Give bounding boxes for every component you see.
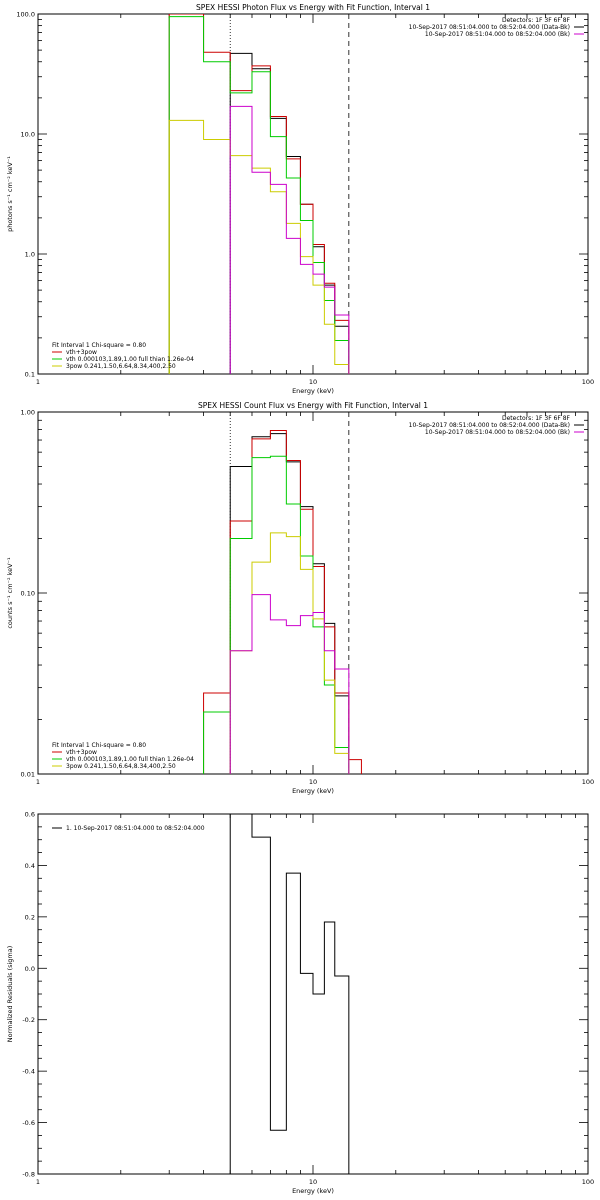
- y-tick-label: 100.0: [16, 11, 35, 19]
- y-tick-label: 1.0: [25, 251, 35, 259]
- series-line-3: [168, 16, 350, 374]
- series-line-5: [229, 105, 350, 374]
- y-tick-label: 0.6: [25, 811, 35, 819]
- legend-fit-text: vth+3pow: [66, 349, 97, 356]
- legend-fit-header: Fit Interval 1 Chi-square = 0.80: [52, 342, 146, 349]
- x-tick-label: 10: [309, 378, 317, 386]
- legend-fit-text: 3pow 0.241,1.50,6.64,8.34,400,2.50: [66, 363, 176, 370]
- y-axis-label: counts s⁻¹ cm⁻² keV⁻¹: [6, 557, 14, 629]
- chart-title: SPEX HESSI Count Flux vs Energy with Fit…: [198, 401, 428, 410]
- legend-top-text: 10-Sep-2017 08:51:04.000 to 08:52:04.000…: [425, 429, 570, 436]
- legend-top-text: 10-Sep-2017 08:51:04.000 to 08:52:04.000…: [425, 31, 570, 38]
- y-tick-label: 0.4: [25, 862, 35, 870]
- x-axis-label: Energy (keV): [292, 387, 334, 395]
- legend-top-text: 10-Sep-2017 08:51:04.000 to 08:52:04.000…: [409, 422, 570, 429]
- y-tick-label: 0.0: [25, 965, 35, 973]
- y-tick-label: -0.8: [22, 1171, 35, 1179]
- series-group: [168, 14, 350, 374]
- x-tick-label: 10: [309, 778, 317, 786]
- y-tick-label: -0.2: [22, 1016, 35, 1024]
- legend-top-text: 10-Sep-2017 08:51:04.000 to 08:52:04.000…: [409, 24, 570, 31]
- series-line-5: [229, 594, 350, 774]
- y-tick-label: 10.0: [21, 131, 35, 139]
- y-tick-label: -0.6: [22, 1119, 35, 1127]
- chart-panel-1: 1 10 100 Energy (keV) 0.1 1.0 10.0 100.0 photons…: [6, 3, 594, 395]
- y-axis-label: photons s⁻¹ cm⁻² keV⁻¹: [6, 156, 14, 232]
- x-tick-label: 100: [582, 778, 594, 786]
- legend-top-text: 1. 10-Sep-2017 08:51:04.000 to 08:52:04.…: [66, 825, 205, 832]
- series-line-4: [229, 532, 350, 774]
- y-tick-label: -0.4: [22, 1068, 35, 1076]
- series-line-1: [229, 814, 350, 1174]
- series-line-2: [168, 14, 350, 374]
- legend-top-text: Detectors: 1F 3F 6F 8F: [502, 17, 571, 24]
- x-tick-label: 100: [582, 378, 594, 386]
- x-tick-label: 1: [36, 1178, 40, 1186]
- legend-fit-text: 3pow 0.241,1.50,6.64,8.34,400,2.50: [66, 763, 176, 770]
- series-group: [203, 430, 362, 774]
- legend-fit-text: vth+3pow: [66, 749, 97, 756]
- y-tick-label: 0.01: [21, 771, 35, 779]
- x-tick-label: 100: [582, 1178, 594, 1186]
- legend-top-text: Detectors: 1F 3F 6F 8F: [502, 415, 571, 422]
- chart-panel-2: 1 10 100 Energy (keV) 0.01 0.10 1.00 counts s⁻¹…: [6, 401, 594, 795]
- series-line-1: [229, 433, 350, 774]
- x-axis-label: Energy (keV): [292, 1187, 334, 1195]
- legend-fit-text: vth 0.000103,1.89,1.00 full thian 1.26e-…: [66, 756, 194, 763]
- series-line-2: [203, 430, 362, 774]
- y-tick-label: 1.00: [21, 409, 35, 417]
- legend-fit-header: Fit Interval 1 Chi-square = 0.80: [52, 742, 146, 749]
- x-tick-label: 1: [36, 778, 40, 786]
- y-tick-label: 0.2: [25, 913, 35, 921]
- series-line-3: [203, 455, 350, 774]
- series-line-1: [229, 52, 350, 374]
- plot-frame: [37, 13, 589, 375]
- x-tick-label: 1: [36, 378, 40, 386]
- series-group: [229, 814, 350, 1174]
- x-axis-label: Energy (keV): [292, 787, 334, 795]
- y-tick-label: 0.1: [25, 371, 35, 379]
- x-tick-label: 10: [309, 1178, 317, 1186]
- legend-fit-text: vth 0.000103,1.89,1.00 full thian 1.26e-…: [66, 356, 194, 363]
- y-tick-label: 0.10: [21, 590, 35, 598]
- chart-panel-3: 1 10 100 Energy (keV) -0.8 -0.6 -0.4 -0.2 0.0 0.2…: [6, 811, 594, 1196]
- y-axis-label: Normalized Residuals (sigma): [6, 946, 14, 1043]
- chart-title: SPEX HESSI Photon Flux vs Energy with Fi…: [196, 3, 430, 12]
